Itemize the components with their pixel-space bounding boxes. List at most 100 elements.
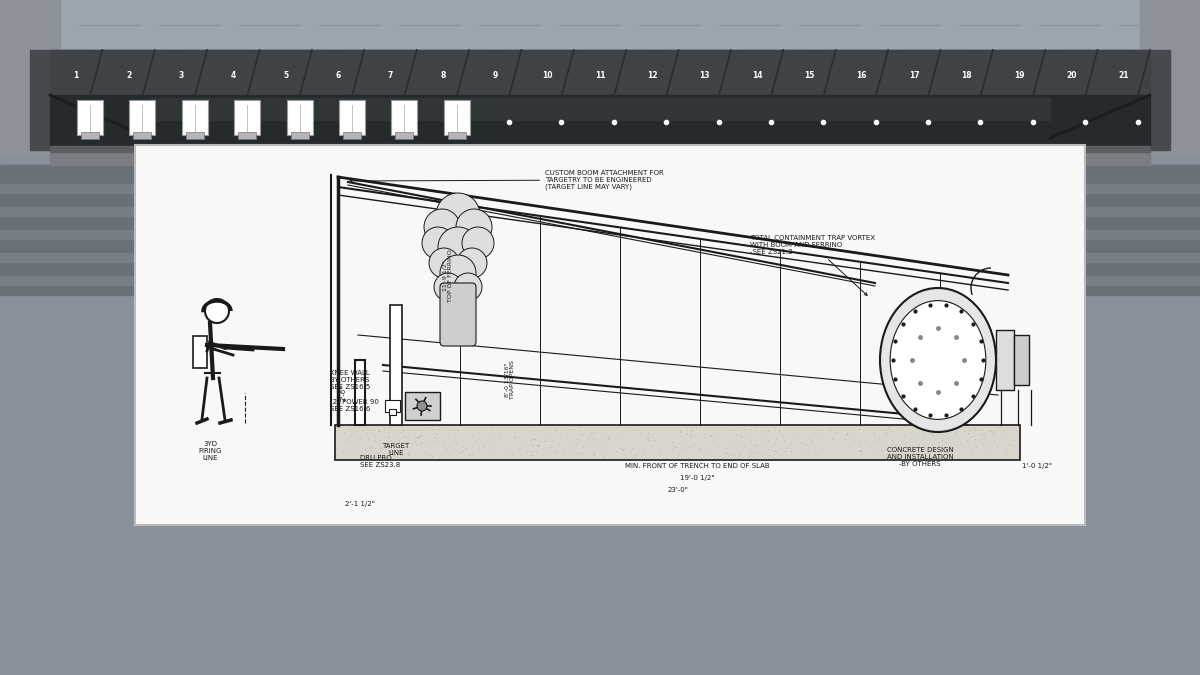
Circle shape	[454, 273, 482, 301]
Text: 7: 7	[388, 70, 394, 80]
Text: 1: 1	[73, 70, 79, 80]
Bar	[133, 132, 151, 139]
Bar	[996, 330, 1014, 390]
Text: 19: 19	[1014, 70, 1025, 80]
Bar	[444, 100, 469, 135]
Bar	[355, 360, 365, 425]
Text: 11: 11	[595, 70, 605, 80]
Circle shape	[440, 255, 476, 291]
Polygon shape	[490, 149, 503, 171]
Bar	[487, 169, 505, 174]
Text: 10: 10	[542, 70, 553, 80]
Circle shape	[422, 227, 454, 259]
Bar	[181, 100, 208, 135]
Text: 1'-0 1/2": 1'-0 1/2"	[1022, 463, 1052, 469]
Text: 14: 14	[752, 70, 762, 80]
Text: 5: 5	[283, 70, 288, 80]
Bar	[448, 132, 466, 139]
Circle shape	[438, 227, 478, 267]
Circle shape	[205, 299, 229, 323]
Text: 4: 4	[230, 70, 236, 80]
Text: 3YD
FIRING
LINE: 3YD FIRING LINE	[198, 441, 222, 461]
Bar	[0, 276, 1200, 285]
Bar	[50, 146, 1150, 152]
Text: 6: 6	[336, 70, 341, 80]
Bar	[338, 100, 365, 135]
Text: 19'-0 1/2": 19'-0 1/2"	[680, 475, 715, 481]
Text: 2'-1 1/2": 2'-1 1/2"	[346, 501, 374, 507]
Circle shape	[457, 248, 487, 278]
Text: 3: 3	[179, 70, 184, 80]
Text: 15: 15	[804, 70, 815, 80]
Polygon shape	[511, 149, 526, 171]
Bar	[50, 152, 1150, 165]
Text: 17: 17	[908, 70, 919, 80]
Bar	[50, 50, 1150, 95]
Text: MIN. FRONT OF TRENCH TO END OF SLAB: MIN. FRONT OF TRENCH TO END OF SLAB	[625, 463, 770, 469]
Bar	[238, 132, 256, 139]
Bar	[130, 100, 155, 135]
Text: 13: 13	[700, 70, 710, 80]
Polygon shape	[445, 149, 458, 171]
Text: CONCRETE DESIGN
AND INSTALLATION
-BY OTHERS: CONCRETE DESIGN AND INSTALLATION -BY OTH…	[887, 447, 953, 467]
Text: 16: 16	[857, 70, 868, 80]
Polygon shape	[467, 149, 481, 171]
Circle shape	[456, 209, 492, 245]
Text: 21: 21	[1118, 70, 1129, 80]
Text: 12: 12	[647, 70, 658, 80]
Text: 11'-9 1/2"
TOP OF FERRINO: 11'-9 1/2" TOP OF FERRINO	[443, 250, 454, 302]
Text: 2'-6": 2'-6"	[341, 385, 347, 401]
Bar	[0, 184, 1200, 193]
Bar	[0, 0, 1200, 80]
Text: CUSTOM BOOM ATTACHMENT FOR
TARGETRY TO BE ENGINEERED
(TARGET LINE MAY VARY): CUSTOM BOOM ATTACHMENT FOR TARGETRY TO B…	[350, 169, 664, 190]
Bar	[290, 132, 308, 139]
Text: 23'-0": 23'-0"	[667, 487, 688, 493]
Bar	[335, 425, 1020, 460]
Bar	[186, 132, 204, 139]
Text: 20: 20	[1066, 70, 1076, 80]
Text: (2) POWER 90
SEE ZS16.6: (2) POWER 90 SEE ZS16.6	[330, 398, 379, 412]
Bar	[406, 392, 440, 420]
Text: 18: 18	[961, 70, 972, 80]
Bar	[0, 0, 60, 155]
Bar	[134, 145, 1085, 525]
Text: TARGET
LINE: TARGET LINE	[383, 443, 409, 456]
Bar	[0, 207, 1200, 216]
Circle shape	[430, 248, 458, 278]
Bar	[421, 169, 439, 174]
Bar	[466, 169, 482, 174]
Bar	[0, 253, 1200, 262]
Text: TOTAL CONTAINMENT TRAP VORTEX
WITH BOOM AND FERRINO
-SEE ZS21.2: TOTAL CONTAINMENT TRAP VORTEX WITH BOOM …	[750, 235, 875, 296]
Bar	[82, 132, 98, 139]
Circle shape	[434, 273, 462, 301]
Text: 8: 8	[440, 70, 445, 80]
Bar	[391, 100, 418, 135]
Bar	[389, 409, 396, 415]
Text: DRU PRO
SEE ZS23.8: DRU PRO SEE ZS23.8	[360, 455, 401, 468]
Circle shape	[436, 193, 480, 237]
Polygon shape	[424, 149, 437, 171]
Circle shape	[418, 401, 427, 411]
Bar	[50, 95, 1150, 148]
Bar	[343, 132, 361, 139]
Bar	[0, 230, 1200, 239]
Text: 9: 9	[493, 70, 498, 80]
Text: KNEE WALL
BY OTHERS
SEE ZS16.5: KNEE WALL BY OTHERS SEE ZS16.5	[330, 370, 371, 390]
Bar	[443, 169, 461, 174]
Ellipse shape	[890, 300, 986, 419]
Bar	[1014, 335, 1030, 385]
Bar	[509, 169, 527, 174]
Text: 2: 2	[126, 70, 131, 80]
Bar	[385, 400, 400, 412]
FancyBboxPatch shape	[440, 283, 476, 346]
Bar	[77, 100, 103, 135]
Bar	[193, 336, 208, 368]
Bar	[30, 50, 1170, 150]
Bar	[395, 132, 413, 139]
Bar	[150, 98, 1050, 120]
Bar	[287, 100, 312, 135]
Ellipse shape	[880, 288, 996, 432]
Bar	[390, 305, 402, 425]
Text: 8'-0 13/16"
TRAP OPENS: 8'-0 13/16" TRAP OPENS	[505, 360, 516, 400]
Circle shape	[462, 227, 494, 259]
